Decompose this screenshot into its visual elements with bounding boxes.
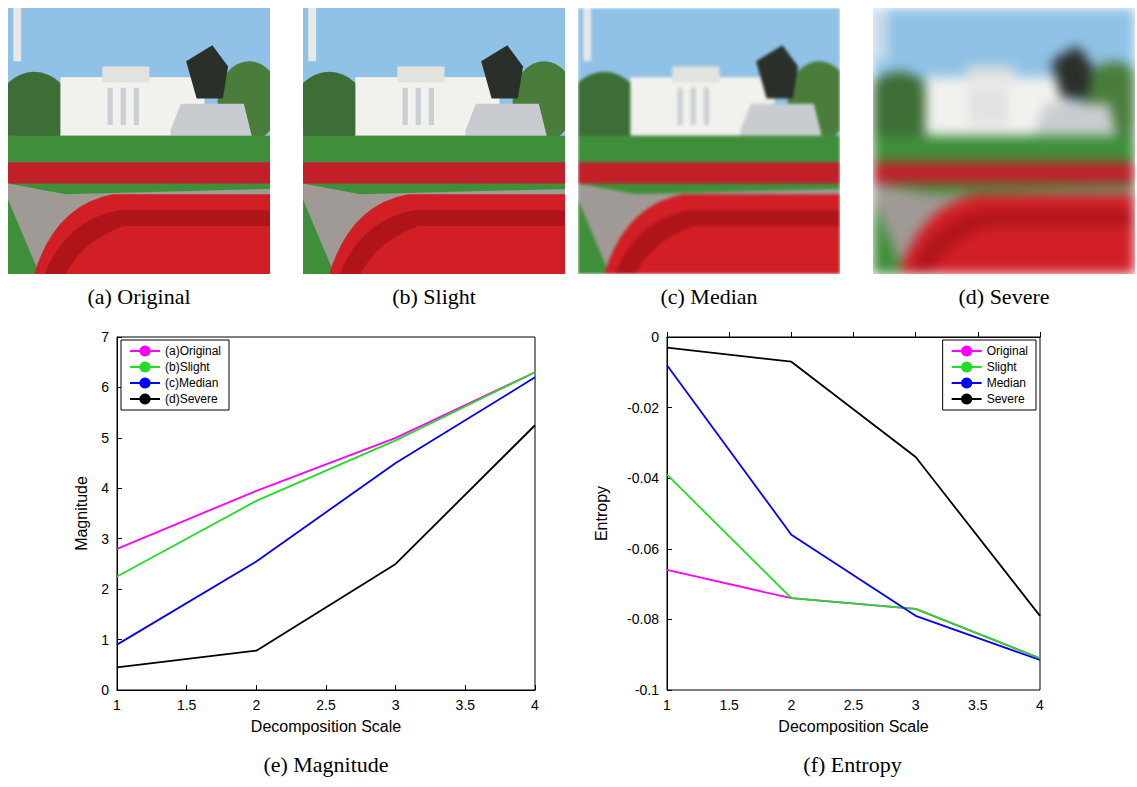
svg-text:Decomposition Scale: Decomposition Scale — [778, 718, 928, 735]
svg-text:2: 2 — [252, 697, 260, 713]
svg-text:Entropy: Entropy — [593, 486, 610, 541]
svg-text:1.5: 1.5 — [177, 697, 197, 713]
svg-text:Decomposition Scale: Decomposition Scale — [251, 718, 401, 735]
html-text:(a) Original: (a) Original — [87, 284, 191, 309]
html-text:(b) Slight: (b) Slight — [392, 284, 476, 309]
svg-text:3.5: 3.5 — [456, 697, 476, 713]
svg-text:(a)Original: (a)Original — [165, 344, 221, 358]
svg-text:4: 4 — [1036, 697, 1044, 713]
svg-text:3: 3 — [912, 697, 920, 713]
svg-text:3: 3 — [101, 531, 109, 547]
svg-text:Median: Median — [987, 376, 1026, 390]
svg-text:2.5: 2.5 — [844, 697, 864, 713]
svg-text:0: 0 — [101, 682, 109, 698]
html-text:(d) Severe: (d) Severe — [958, 284, 1050, 309]
svg-text:7: 7 — [101, 329, 109, 345]
svg-text:Original: Original — [987, 344, 1028, 358]
html-text:(e) Magnitude: (e) Magnitude — [263, 752, 389, 777]
svg-text:Severe: Severe — [987, 392, 1025, 406]
html-text:(c) Median: (c) Median — [660, 284, 758, 309]
svg-text:3: 3 — [392, 697, 400, 713]
svg-text:5: 5 — [101, 430, 109, 446]
svg-text:2: 2 — [101, 581, 109, 597]
svg-text:Magnitude: Magnitude — [73, 476, 90, 551]
html-text:(f) Entropy: (f) Entropy — [803, 752, 902, 777]
svg-text:-0.08: -0.08 — [627, 611, 659, 627]
svg-text:-0.1: -0.1 — [635, 682, 659, 698]
svg-text:1: 1 — [113, 697, 121, 713]
svg-text:2.5: 2.5 — [316, 697, 336, 713]
svg-text:6: 6 — [101, 379, 109, 395]
svg-text:1: 1 — [101, 632, 109, 648]
svg-text:0: 0 — [651, 329, 659, 345]
svg-text:1: 1 — [663, 697, 671, 713]
svg-text:-0.02: -0.02 — [627, 400, 659, 416]
svg-text:(d)Severe: (d)Severe — [165, 392, 218, 406]
svg-text:-0.04: -0.04 — [627, 470, 659, 486]
svg-text:3.5: 3.5 — [968, 697, 988, 713]
svg-text:-0.06: -0.06 — [627, 541, 659, 557]
svg-text:1.5: 1.5 — [719, 697, 739, 713]
svg-text:Slight: Slight — [987, 360, 1018, 374]
svg-text:(c)Median: (c)Median — [165, 376, 218, 390]
svg-text:2: 2 — [787, 697, 795, 713]
svg-text:4: 4 — [531, 697, 539, 713]
svg-text:4: 4 — [101, 480, 109, 496]
svg-text:(b)Slight: (b)Slight — [165, 360, 210, 374]
